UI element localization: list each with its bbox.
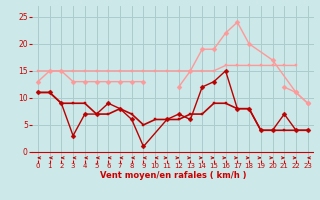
X-axis label: Vent moyen/en rafales ( km/h ): Vent moyen/en rafales ( km/h ) [100,171,246,180]
